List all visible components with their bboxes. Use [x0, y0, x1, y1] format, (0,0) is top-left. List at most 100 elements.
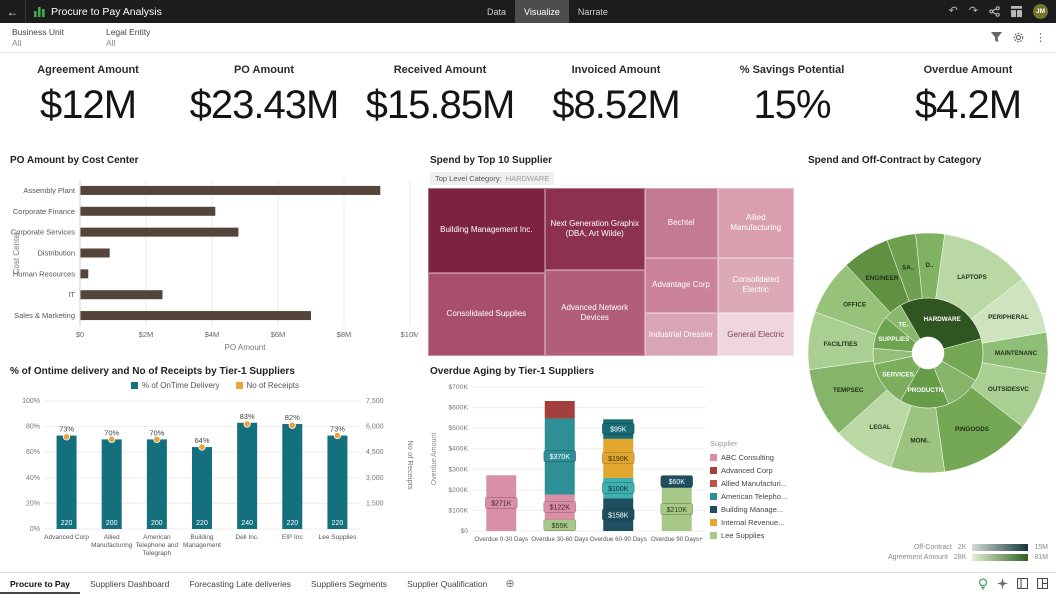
- legend-swatch: [710, 519, 717, 526]
- filter-label: Legal Entity: [105, 27, 151, 37]
- svg-text:$190K: $190K: [608, 456, 629, 463]
- legend-swatch: [710, 532, 717, 539]
- treemap-tile[interactable]: General Electric: [717, 313, 794, 356]
- footer-actions: [978, 573, 1048, 594]
- treemap-tile[interactable]: Consolidated Supplies: [428, 272, 545, 356]
- svg-text:4,500: 4,500: [366, 449, 384, 456]
- mode-tab-narrate[interactable]: Narrate: [577, 6, 608, 17]
- legend-item[interactable]: Building Manage...: [710, 505, 787, 514]
- svg-text:$200K: $200K: [448, 487, 468, 494]
- svg-text:70%: 70%: [104, 428, 119, 437]
- legend-item[interactable]: Internal Revenue...: [710, 518, 787, 527]
- footer-tab[interactable]: Supplier Qualification: [407, 578, 488, 589]
- kpi-value: $15.85M: [365, 83, 516, 127]
- svg-text:$600K: $600K: [448, 405, 468, 412]
- more-options-icon[interactable]: ⋮: [1035, 32, 1046, 44]
- legend-item[interactable]: % of OnTime Delivery: [131, 381, 220, 390]
- legend-label: Building Manage...: [721, 505, 784, 514]
- treemap-tile[interactable]: Bechtel: [644, 188, 718, 258]
- legend-item[interactable]: ABC Consulting: [710, 453, 787, 462]
- gradient-max-value: 81M: [1034, 554, 1048, 561]
- footer-tab[interactable]: Suppliers Dashboard: [90, 578, 170, 589]
- svg-text:Overdue 90 Days+: Overdue 90 Days+: [651, 536, 703, 543]
- svg-text:$400K: $400K: [448, 446, 468, 453]
- filter-control[interactable]: Business Unit All: [12, 27, 64, 48]
- view-switch-icon[interactable]: [1011, 6, 1022, 17]
- treemap-tile[interactable]: Consolidated Electric: [717, 257, 794, 314]
- legend-swatch: [710, 467, 717, 474]
- avatar[interactable]: JM: [1033, 4, 1048, 19]
- gradient-bar: [972, 544, 1029, 551]
- mode-tab-data[interactable]: Data: [487, 6, 507, 17]
- treemap-tile[interactable]: Advanced Network Devices: [544, 270, 645, 356]
- svg-text:Building: Building: [190, 534, 214, 541]
- legend-label: Allied Manufacturi...: [721, 479, 787, 488]
- svg-text:$100K: $100K: [608, 486, 629, 493]
- treemap-filter-chip[interactable]: Top Level Category: HARDWARE: [430, 172, 555, 185]
- kpi-label: % Savings Potential: [739, 64, 845, 76]
- legend-item[interactable]: Advanced Corp: [710, 466, 787, 475]
- filter-bar-actions: ⋮: [991, 31, 1046, 44]
- treemap-tile[interactable]: Building Management Inc.: [428, 188, 545, 273]
- svg-text:73%: 73%: [330, 425, 345, 434]
- svg-text:200: 200: [151, 520, 163, 527]
- page-title: Procure to Pay Analysis: [51, 5, 162, 18]
- mode-tab-visualize[interactable]: Visualize: [515, 0, 569, 23]
- kpi-value: $12M: [39, 83, 137, 127]
- footer-tab[interactable]: Forecasting Late deliveries: [189, 578, 291, 589]
- svg-text:40%: 40%: [26, 475, 40, 482]
- footer-tab[interactable]: Suppliers Segments: [310, 578, 388, 589]
- split-view-icon[interactable]: [1017, 578, 1028, 589]
- treemap-tile[interactable]: Advantage Corp: [644, 257, 718, 314]
- filter-control[interactable]: Legal Entity All: [106, 27, 150, 48]
- svg-text:TEMPSEC: TEMPSEC: [833, 387, 864, 394]
- filter-icon[interactable]: [991, 32, 1002, 43]
- share-icon[interactable]: [989, 6, 1000, 17]
- footer-tabs: Procure to Pay Suppliers Dashboard Forecas…: [0, 573, 497, 594]
- settings-icon[interactable]: [1013, 32, 1024, 43]
- treemap-tile[interactable]: Next Generation Graphix (DBA, Art Wilde): [544, 188, 645, 271]
- spend-top10-supplier-section: Spend by Top 10 Supplier Top Level Categ…: [428, 155, 796, 357]
- svg-text:60%: 60%: [26, 449, 40, 456]
- stacked-bar-chart[interactable]: $0 $100K $200K $300K $400K $500K $600K $700K $27…: [428, 379, 710, 551]
- kpi-tile: Invoiced Amount $8.52M: [528, 56, 704, 152]
- footer-tab[interactable]: Procure to Pay: [0, 573, 80, 594]
- grid-view-icon[interactable]: [1037, 578, 1048, 589]
- legend-item[interactable]: Lee Supplies: [710, 531, 787, 540]
- smart-assist-icon[interactable]: [997, 578, 1008, 589]
- undo-icon[interactable]: ↶: [948, 5, 958, 17]
- svg-text:SA..: SA..: [902, 264, 914, 271]
- svg-text:0%: 0%: [30, 526, 40, 533]
- svg-text:7,500: 7,500: [366, 398, 384, 405]
- legend-item[interactable]: American Telepho...: [710, 492, 787, 501]
- page-tab-bar: Procure to Pay Suppliers Dashboard Forecas…: [0, 572, 1056, 594]
- filter-label: Business Unit: [12, 27, 64, 37]
- svg-text:PRODUCTN: PRODUCTN: [908, 387, 944, 394]
- legend-item[interactable]: No of Receipts: [235, 381, 299, 390]
- sunburst-chart[interactable]: HARDWARE PRODUCTN SERVICES SUPPLIES TE.. D.. L…: [806, 168, 1052, 500]
- svg-text:$4M: $4M: [205, 330, 220, 339]
- back-button[interactable]: ←: [0, 0, 26, 23]
- svg-text:$2M: $2M: [139, 330, 154, 339]
- svg-text:$60K: $60K: [669, 479, 686, 486]
- svg-text:64%: 64%: [194, 436, 209, 445]
- svg-text:3,000: 3,000: [366, 475, 384, 482]
- kpi-label: Agreement Amount: [37, 64, 139, 76]
- legend-swatch: [710, 493, 717, 500]
- legend-swatch: [235, 381, 243, 389]
- add-page-icon[interactable]: ⊕: [497, 573, 522, 594]
- treemap-tile[interactable]: Industrial Dressler: [644, 313, 718, 356]
- gradient-legend: Off-Contract 2K 15M Agreement Amount 28K 81M: [806, 544, 1048, 561]
- svg-text:$158K: $158K: [608, 512, 629, 519]
- chart-title-stacked: Overdue Aging by Tier-1 Suppliers: [430, 366, 594, 377]
- treemap-tile[interactable]: Allied Manufacturing: [717, 188, 794, 258]
- legend-item[interactable]: Allied Manufacturi...: [710, 479, 787, 488]
- svg-text:ENGINEER: ENGINEER: [866, 275, 899, 282]
- insights-icon[interactable]: [978, 577, 988, 590]
- combo-chart[interactable]: 0% 20% 40% 60% 80% 100% 1,500 3,000 4,500 6,000 7,…: [8, 391, 420, 566]
- svg-text:Telegraph: Telegraph: [143, 550, 172, 557]
- redo-icon[interactable]: ↷: [968, 5, 978, 17]
- svg-text:100%: 100%: [22, 398, 40, 405]
- po-bar-chart[interactable]: $0 $2M $4M $6M $8M $10M Assembly Plant Corporat…: [8, 168, 419, 358]
- svg-text:1,500: 1,500: [366, 500, 384, 507]
